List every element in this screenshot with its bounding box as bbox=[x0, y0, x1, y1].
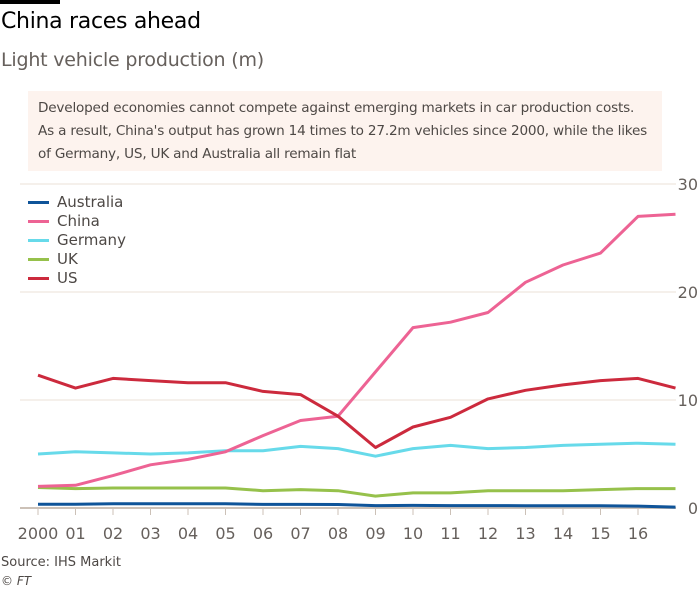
chart-subtitle: Light vehicle production (m) bbox=[1, 49, 264, 71]
series-line-china bbox=[37, 212, 676, 488]
legend-label: Germany bbox=[57, 231, 126, 249]
brand-top-bar bbox=[0, 0, 60, 4]
x-tick-label: 12 bbox=[478, 524, 498, 543]
legend-label: UK bbox=[57, 250, 78, 268]
x-tick-label: 06 bbox=[253, 524, 273, 543]
x-tick-label: 08 bbox=[328, 524, 348, 543]
legend-item-uk: UK bbox=[28, 250, 126, 269]
series-line-germany bbox=[37, 441, 676, 458]
x-tick-label: 05 bbox=[215, 524, 235, 543]
source-note: Source: IHS Markit bbox=[1, 555, 121, 570]
legend-item-germany: Germany bbox=[28, 231, 126, 250]
series-line-australia bbox=[38, 502, 676, 509]
x-tick-label: 11 bbox=[440, 524, 460, 543]
x-tick-label: 04 bbox=[178, 524, 198, 543]
annotation-box: Developed economies cannot compete again… bbox=[28, 91, 662, 171]
x-tick-label: 01 bbox=[65, 524, 85, 543]
chart-legend: Australia China Germany UK US bbox=[28, 193, 126, 288]
x-tick-label: 03 bbox=[140, 524, 160, 543]
legend-swatch bbox=[28, 201, 49, 204]
legend-label: China bbox=[57, 212, 100, 230]
x-tick-label: 09 bbox=[365, 524, 385, 543]
y-tick-label: 0 bbox=[688, 499, 698, 518]
y-tick-label: 20 bbox=[678, 283, 698, 302]
x-tick-label: 14 bbox=[553, 524, 573, 543]
y-tick-label: 10 bbox=[678, 391, 698, 410]
series-line-uk bbox=[37, 486, 676, 498]
x-tick-label: 10 bbox=[403, 524, 423, 543]
x-tick-label: 02 bbox=[103, 524, 123, 543]
legend-item-us: US bbox=[28, 269, 126, 288]
legend-item-china: China bbox=[28, 212, 126, 231]
x-tick-label: 07 bbox=[290, 524, 310, 543]
legend-label: US bbox=[57, 269, 78, 287]
legend-swatch bbox=[28, 220, 49, 223]
legend-item-australia: Australia bbox=[28, 193, 126, 212]
x-tick-label: 15 bbox=[590, 524, 610, 543]
chart-svg: 0 10 20 30 2000 01 02 03 04 05 06 07 08 09 10 11 12 13 14 1… bbox=[18, 175, 698, 543]
x-tick-label: 2000 bbox=[18, 524, 59, 543]
legend-swatch bbox=[28, 258, 49, 261]
y-tick-label: 30 bbox=[678, 175, 698, 194]
chart-title: China races ahead bbox=[1, 9, 201, 34]
legend-label: Australia bbox=[57, 193, 124, 211]
legend-swatch bbox=[28, 239, 49, 242]
series-line-us bbox=[37, 373, 676, 449]
x-tick-label: 16 bbox=[628, 524, 648, 543]
copyright: © FT bbox=[1, 574, 32, 588]
x-tick-label: 13 bbox=[515, 524, 535, 543]
legend-swatch bbox=[28, 277, 49, 280]
line-chart: 0 10 20 30 2000 01 02 03 04 05 06 07 08 09 10 11 12 13 14 1… bbox=[0, 175, 700, 545]
